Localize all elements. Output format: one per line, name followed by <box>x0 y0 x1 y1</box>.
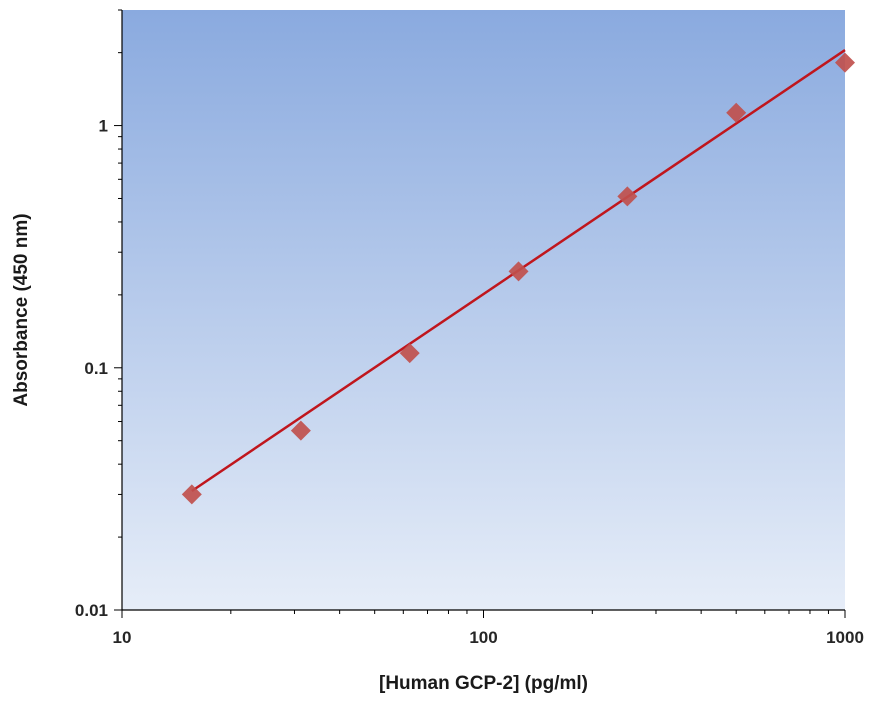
plot-area <box>122 10 845 610</box>
data-point <box>835 52 855 73</box>
y-tick-label: 0.01 <box>75 601 108 620</box>
x-tick-label: 100 <box>469 628 497 647</box>
x-tick-label: 10 <box>113 628 132 647</box>
y-tick-label: 1 <box>99 117 108 136</box>
tick-labels: 10 100 1000 0.01 0.1 1 <box>75 117 864 647</box>
data-point <box>290 420 311 441</box>
y-tick-label: 0.1 <box>84 359 108 378</box>
axes <box>114 9 846 618</box>
x-tick-label: 1000 <box>826 628 864 647</box>
data-point <box>726 102 747 123</box>
data-point <box>617 186 638 207</box>
x-axis-title: [Human GCP-2] (pg/ml) <box>379 673 588 694</box>
data-point <box>508 261 529 282</box>
data-points <box>181 52 855 505</box>
data-point <box>181 484 202 505</box>
data-point <box>399 343 420 364</box>
y-axis-title: Absorbance (450 nm) <box>11 213 32 406</box>
